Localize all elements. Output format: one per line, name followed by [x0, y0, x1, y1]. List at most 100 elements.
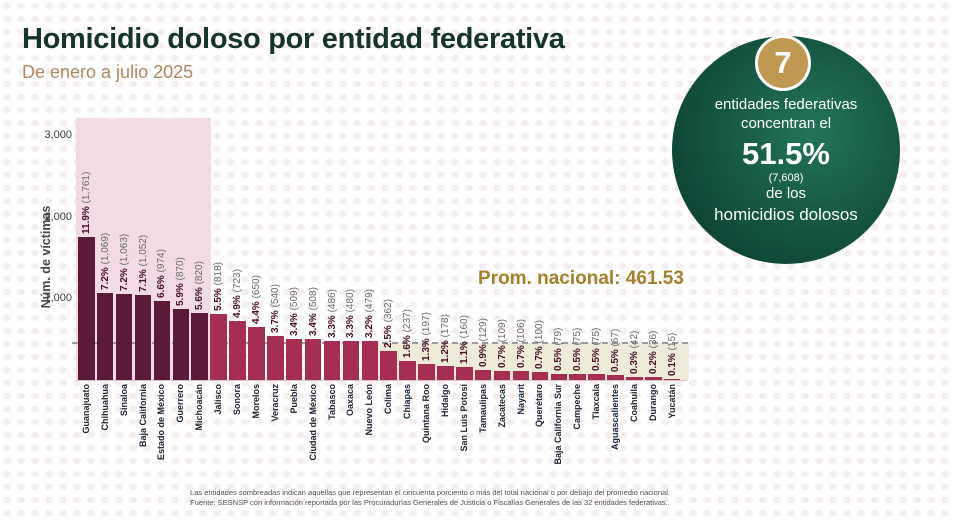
bar-baja-california	[134, 294, 152, 380]
bar-value-label-colima: 2.5% (362)	[383, 299, 394, 348]
bar-count: (75)	[591, 327, 603, 349]
bar-aguascalientes	[607, 374, 624, 380]
bar-pct: 1.1%	[458, 341, 470, 364]
bar-pct: 7.2%	[99, 267, 111, 291]
bar-pct: 0.5%	[591, 348, 603, 371]
x-label-sonora: Sonora	[232, 384, 242, 416]
bar-count: (479)	[364, 289, 376, 316]
bar-value-label-coahuila: 0.3% (42)	[629, 330, 640, 373]
bar-baja-california-sur	[550, 373, 568, 380]
bar-pct: 0.9%	[477, 343, 489, 367]
bar-value-label-michoacan: 5.6% (820)	[194, 261, 205, 310]
bar-count: (1,069)	[99, 232, 111, 268]
bar-value-label-tabasco: 3.3% (486)	[327, 289, 338, 338]
bar-tabasco	[323, 340, 341, 380]
bar-nuevo-leon	[361, 341, 379, 380]
bar-count: (509)	[288, 286, 300, 313]
bar-count: (1,052)	[137, 234, 149, 269]
footnote-line2: Fuente: SESNSP con información reportada…	[190, 497, 670, 507]
bar-value-label-san-luis-potosi: 1.1% (160)	[459, 315, 470, 364]
bar-pct: 1.6%	[402, 334, 414, 358]
bar-count: (508)	[307, 286, 319, 313]
bar-pct: 3.3%	[345, 315, 357, 339]
x-label-puebla: Puebla	[288, 384, 299, 414]
bar-veracruz	[267, 336, 284, 380]
x-label-chihuahua: Chihuahua	[99, 384, 110, 431]
footnote: Las entidades sombreadas indican aquella…	[130, 488, 730, 507]
bar-value-label-tlaxcala: 0.5% (75)	[591, 328, 602, 371]
bar-value-label-aguascalientes: 0.5% (67)	[610, 328, 621, 371]
header: Homicidio doloso por entidad federativa …	[22, 23, 565, 83]
bar-pct: 0.7%	[496, 345, 508, 369]
bar-pct: 7.1%	[137, 268, 149, 292]
highlight-percentage: 51.5%	[742, 135, 830, 171]
footnote-line1: Las entidades sombreadas indican aquella…	[190, 488, 670, 497]
bar-pct: 2.5%	[383, 324, 395, 348]
bar-count: (480)	[345, 289, 357, 316]
bar-count: (974)	[156, 248, 168, 276]
bar-count: (109)	[496, 319, 508, 346]
bar-pct: 11.9%	[80, 206, 92, 234]
bar-pct: 0.2%	[647, 351, 659, 375]
bar-count: (15)	[666, 332, 678, 353]
bar-count: (650)	[250, 275, 262, 302]
bar-puebla	[285, 338, 303, 380]
bar-pct: 0.5%	[610, 348, 621, 372]
bar-campeche	[569, 373, 586, 380]
bar-ciudad-de-mexico	[304, 338, 322, 380]
x-label-durango: Durango	[647, 384, 658, 421]
bar-tlaxcala	[588, 373, 605, 380]
bar-value-label-baja-california: 7.1% (1,052)	[138, 234, 149, 291]
bar-pct: 3.2%	[364, 315, 376, 339]
bar-sonora	[229, 321, 246, 380]
national-average-line	[72, 341, 688, 344]
bar-estado-de-mexico	[153, 300, 171, 380]
x-label-baja-california-sur: Baja California Sur	[553, 384, 564, 465]
bar-count: (870)	[175, 257, 187, 284]
bar-pct: 4.9%	[232, 295, 243, 319]
x-label-guanajuato: Guanajuato	[80, 384, 91, 434]
bar-count: (486)	[326, 288, 338, 315]
x-label-tlaxcala: Tlaxcala	[591, 384, 602, 420]
bar-count: (42)	[628, 330, 640, 351]
bar-guerrero	[172, 309, 190, 380]
bar-count: (723)	[232, 269, 243, 296]
bar-pct: 0.7%	[515, 345, 527, 369]
bar-count: (362)	[383, 298, 395, 325]
bar-value-label-oaxaca: 3.3% (480)	[345, 289, 356, 338]
highlight-line2: concentran el	[740, 114, 832, 132]
bar-jalisco	[210, 313, 227, 380]
bar-value-label-jalisco: 5.5% (818)	[213, 262, 224, 311]
bar-count: (540)	[269, 284, 281, 311]
bar-san-luis-potosi	[456, 367, 473, 380]
bar-value-label-campeche: 0.5% (75)	[572, 328, 583, 371]
x-label-coahuila: Coahuila	[628, 384, 639, 423]
bar-morelos	[248, 327, 265, 380]
bar-quintana-roo	[418, 364, 435, 380]
national-average-label: Prom. nacional: 461.53	[478, 268, 684, 289]
bar-oaxaca	[342, 341, 360, 380]
highlight-circle: 7 entidades federativas concentran el 51…	[672, 35, 900, 264]
bar-hidalgo	[437, 365, 454, 380]
x-label-tamaulipas: Tamaulipas	[477, 384, 488, 433]
bar-count: (820)	[194, 261, 206, 288]
bar-yucatan	[663, 378, 681, 380]
highlight-text: entidades federativas concentran el 51.5…	[672, 96, 900, 225]
bar-colima	[380, 350, 397, 380]
bar-zacatecas	[493, 371, 511, 380]
y-tick-label: 1,000	[44, 291, 72, 304]
y-tick-label: 2,000	[44, 210, 72, 223]
bar-count: (106)	[515, 319, 527, 346]
x-label-zacatecas: Zacatecas	[496, 384, 507, 428]
bar-value-label-veracruz: 3.7% (540)	[270, 284, 281, 333]
x-label-queretaro: Querétaro	[534, 384, 545, 428]
x-label-morelos: Morelos	[250, 384, 261, 419]
bar-value-label-guerrero: 5.9% (870)	[175, 257, 186, 306]
bar-count: (197)	[421, 312, 432, 339]
highlight-line1: entidades federativas	[714, 96, 858, 113]
bar-value-label-quintana-roo: 1.3% (197)	[421, 312, 432, 361]
bar-value-label-chihuahua: 7.2% (1,069)	[100, 233, 111, 290]
x-label-quintana-roo: Quintana Roo	[421, 384, 431, 443]
x-label-nuevo-leon: Nuevo León	[364, 384, 375, 436]
bar-value-label-estado-de-mexico: 6.6% (974)	[156, 249, 167, 298]
